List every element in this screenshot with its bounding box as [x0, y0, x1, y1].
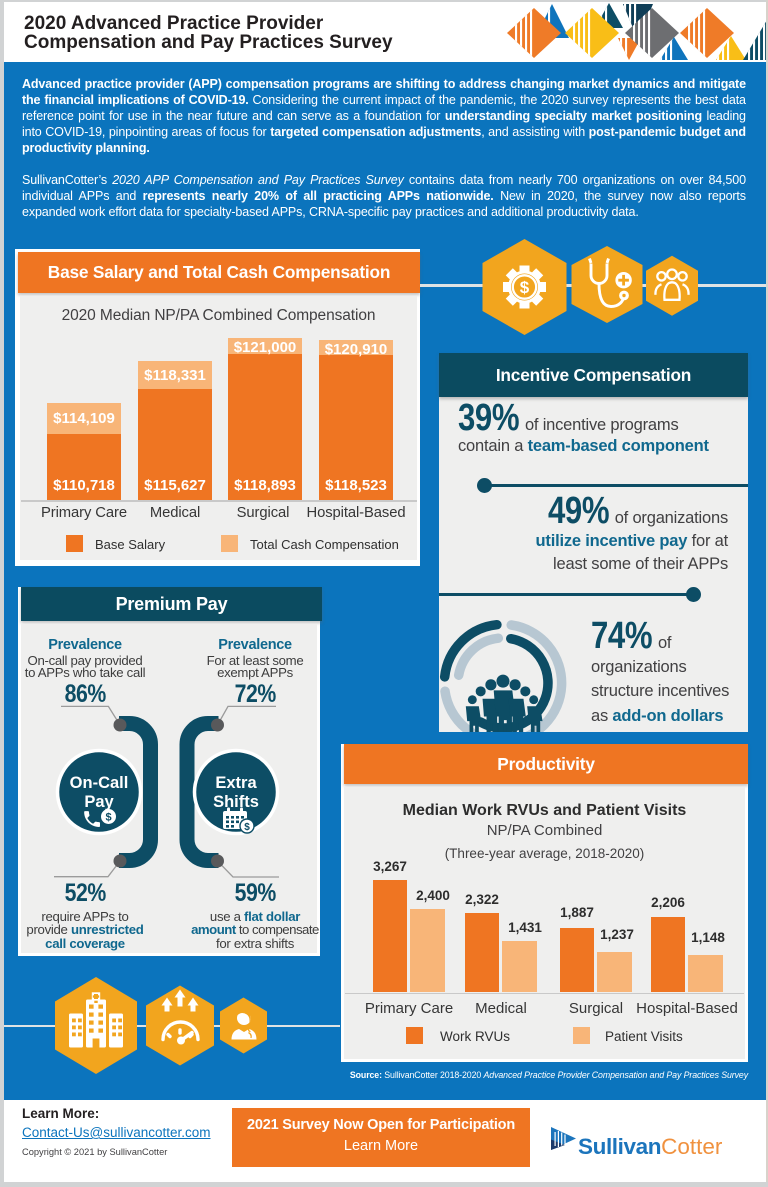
- svg-text:Pay: Pay: [84, 793, 114, 811]
- svg-text:Shifts: Shifts: [213, 793, 259, 811]
- svg-text:SullivanCotter: SullivanCotter: [578, 1134, 723, 1159]
- svg-text:Extra: Extra: [215, 774, 257, 792]
- svg-text:$: $: [105, 812, 111, 824]
- svg-text:$: $: [520, 278, 530, 297]
- svg-text:On-Call: On-Call: [70, 774, 129, 792]
- svg-text:$: $: [244, 822, 250, 833]
